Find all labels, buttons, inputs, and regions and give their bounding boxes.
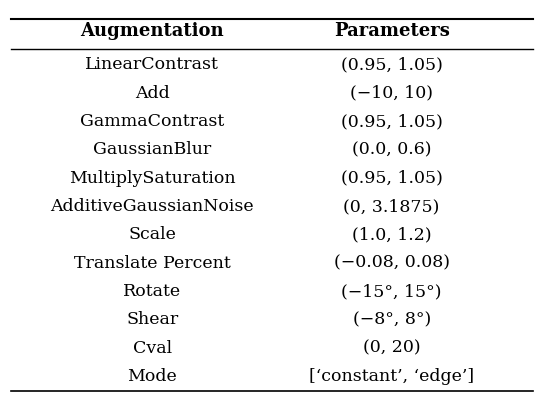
Text: Mode: Mode bbox=[127, 368, 177, 385]
Text: (0.0, 0.6): (0.0, 0.6) bbox=[352, 141, 431, 158]
Text: (0.95, 1.05): (0.95, 1.05) bbox=[341, 113, 443, 130]
Text: GammaContrast: GammaContrast bbox=[80, 113, 225, 130]
Text: Parameters: Parameters bbox=[333, 22, 450, 40]
Text: AdditiveGaussianNoise: AdditiveGaussianNoise bbox=[51, 198, 254, 215]
Text: Augmentation: Augmentation bbox=[81, 22, 224, 40]
Text: GaussianBlur: GaussianBlur bbox=[93, 141, 212, 158]
Text: Translate Percent: Translate Percent bbox=[74, 255, 231, 272]
Text: LinearContrast: LinearContrast bbox=[85, 56, 219, 73]
Text: (−15°, 15°): (−15°, 15°) bbox=[342, 283, 442, 300]
Text: (−0.08, 0.08): (−0.08, 0.08) bbox=[333, 255, 450, 272]
Text: (0, 20): (0, 20) bbox=[363, 340, 421, 357]
Text: (0.95, 1.05): (0.95, 1.05) bbox=[341, 170, 443, 187]
Text: (0.95, 1.05): (0.95, 1.05) bbox=[341, 56, 443, 73]
Text: Add: Add bbox=[135, 84, 170, 102]
Text: (0, 3.1875): (0, 3.1875) bbox=[343, 198, 440, 215]
Text: (1.0, 1.2): (1.0, 1.2) bbox=[352, 226, 431, 243]
Text: Cval: Cval bbox=[133, 340, 172, 357]
Text: [‘constant’, ‘edge’]: [‘constant’, ‘edge’] bbox=[309, 368, 474, 385]
Text: (−8°, 8°): (−8°, 8°) bbox=[353, 312, 431, 328]
Text: Scale: Scale bbox=[128, 226, 176, 243]
Text: Shear: Shear bbox=[126, 312, 178, 328]
Text: Rotate: Rotate bbox=[123, 283, 181, 300]
Text: MultiplySaturation: MultiplySaturation bbox=[69, 170, 236, 187]
Text: (−10, 10): (−10, 10) bbox=[350, 84, 433, 102]
